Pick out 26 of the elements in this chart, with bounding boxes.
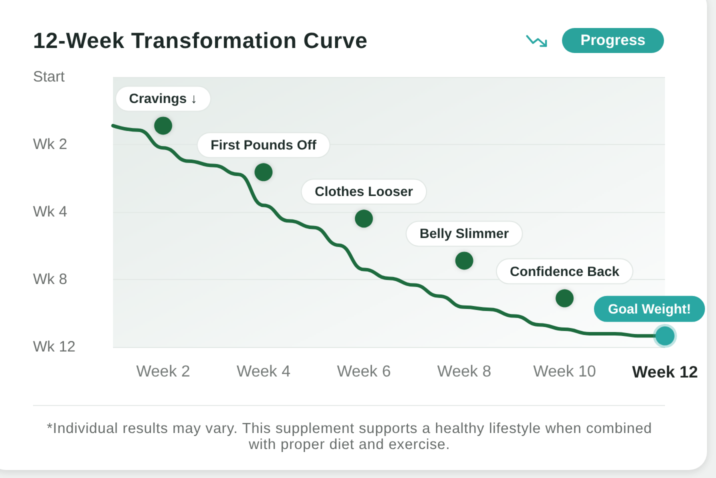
annotation: Confidence Back: [510, 264, 620, 279]
point: [354, 210, 373, 228]
x-tick-label: Week 6: [336, 364, 391, 380]
category-label: Wk 4: [33, 204, 68, 220]
x-tick-label: Week 8: [437, 364, 492, 380]
x-tick-label: Week 2: [136, 364, 190, 380]
point: [455, 252, 474, 270]
point: [154, 116, 172, 135]
category-label: Wk 8: [33, 271, 68, 288]
point: [653, 324, 677, 348]
point: [254, 163, 273, 182]
text: *Individual results may vary. This supplement supports a healthy lifestyle when combined with proper diet and exercise.: [46, 421, 654, 453]
x-tick-label: Week 10: [533, 364, 596, 380]
annotation: Cravings ↓: [129, 91, 198, 106]
chart-title: 12-Week Transformation Curve: [33, 28, 368, 53]
category-label: Wk 12: [33, 338, 76, 356]
annotation: Goal Weight!: [608, 301, 691, 316]
annotation: First Pounds Off: [210, 138, 317, 153]
point: [556, 289, 574, 308]
x-tick-label: Week 4: [236, 364, 291, 380]
category-label: Start: [33, 68, 65, 86]
annotation: Belly Slimmer: [420, 226, 510, 242]
annotation: Clothes Looser: [314, 184, 414, 200]
category-label: Wk 2: [33, 136, 68, 153]
x-tick-label: Week 12: [632, 364, 698, 382]
chart-subtitle: Progress: [562, 28, 664, 53]
